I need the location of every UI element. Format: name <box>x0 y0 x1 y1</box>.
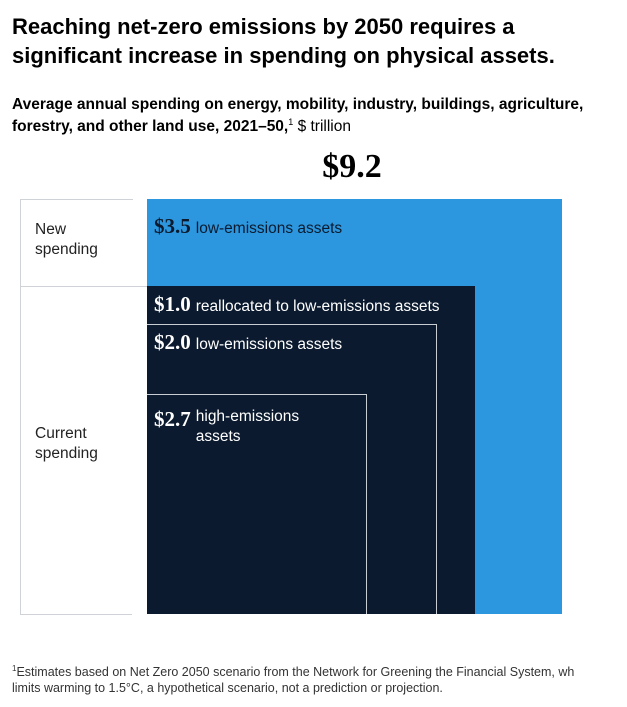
subtitle-footnote-marker: 1 <box>288 116 294 127</box>
group-bracket-current <box>20 286 133 614</box>
group-bottom-line <box>20 614 132 615</box>
footnote-text-1: Estimates based on Net Zero 2050 scenari… <box>16 665 575 679</box>
segment-label-high: $2.7 high-emissions assets <box>154 407 321 447</box>
total-value-label: $9.2 <box>322 148 382 185</box>
footnote-marker: 1 <box>12 664 17 673</box>
subtitle-text: Average annual spending on energy, mobil… <box>12 96 584 135</box>
group-bracket-new <box>20 199 133 287</box>
group-label-current: Current spending <box>35 425 98 462</box>
subtitle-unit: $ trillion <box>297 118 351 135</box>
segment-label-reallocated: $1.0 reallocated to low-emissions assets <box>154 292 440 317</box>
segment-text-new-low: low-emissions assets <box>195 220 343 237</box>
segment-value-new-low: $3.5 <box>154 214 191 238</box>
segment-value-high: $2.7 <box>154 407 191 431</box>
segment-value-current-low: $2.0 <box>154 330 191 354</box>
chart-subtitle: Average annual spending on energy, mobil… <box>12 94 612 138</box>
segment-label-current-low: $2.0 low-emissions assets <box>154 330 342 355</box>
group-label-new: New spending <box>35 221 98 258</box>
segment-text-current-low: low-emissions assets <box>195 336 343 353</box>
footnote: 1Estimates based on Net Zero 2050 scenar… <box>12 664 624 696</box>
footnote-line-2: limits warming to 1.5°C, a hypothetical … <box>12 681 443 695</box>
segment-text-high: high-emissions assets <box>195 408 300 445</box>
segment-value-reallocated: $1.0 <box>154 292 191 316</box>
footnote-line-1: 1Estimates based on Net Zero 2050 scenar… <box>12 664 624 680</box>
group-divider-line <box>20 286 147 287</box>
segment-label-new-low: $3.5 low-emissions assets <box>154 214 342 239</box>
chart-title: Reaching net-zero emissions by 2050 requ… <box>12 14 555 68</box>
segment-high-emissions <box>147 394 367 614</box>
segment-text-reallocated: reallocated to low-emissions assets <box>195 298 440 315</box>
